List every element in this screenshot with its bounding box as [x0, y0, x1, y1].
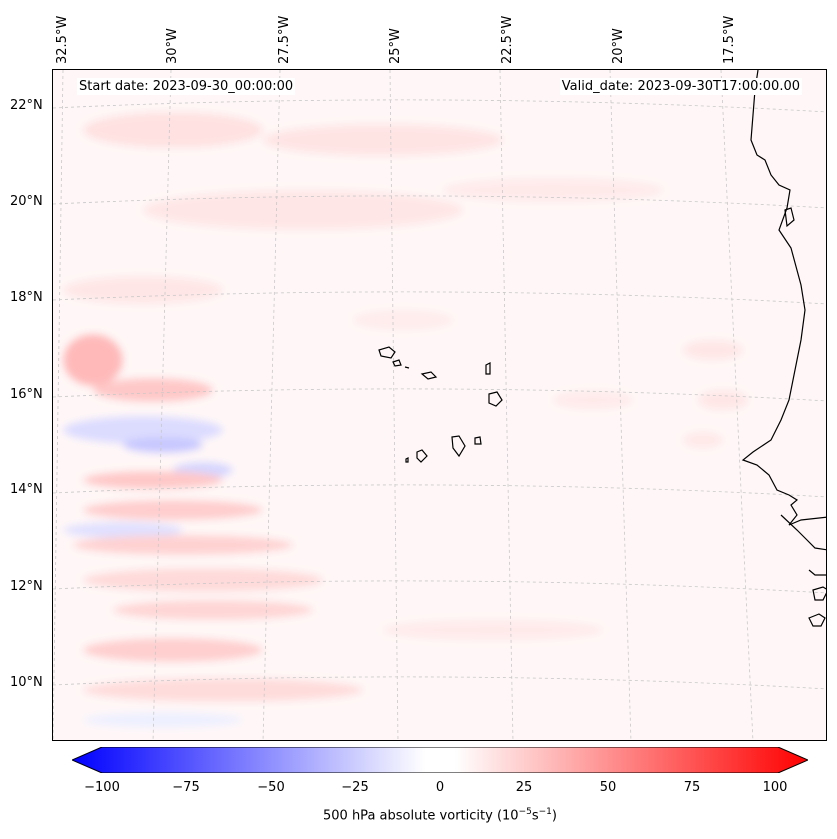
lon-label-27-5w: 27.5°W	[277, 15, 292, 64]
cbar-tick-neg100: −100	[84, 780, 120, 795]
lon-label-22-5w: 22.5°W	[500, 15, 515, 64]
colorbar	[72, 747, 808, 773]
colorbar-label: 500 hPa absolute vorticity (10−5s−1)	[323, 807, 557, 824]
lat-label-12n: 12°N	[10, 579, 43, 594]
cbar-tick-100: 100	[762, 780, 788, 795]
lat-label-10n: 10°N	[10, 675, 43, 690]
lon-label-30w: 30°W	[165, 28, 180, 64]
lat-label-22n: 22°N	[10, 98, 43, 113]
cbar-tick-neg75: −75	[172, 780, 200, 795]
lat-label-20n: 20°N	[10, 194, 43, 209]
lon-label-20w: 20°W	[611, 28, 626, 64]
lat-label-14n: 14°N	[10, 482, 43, 497]
lon-label-25w: 25°W	[388, 28, 403, 64]
cbar-tick-75: 75	[683, 780, 701, 795]
vorticity-map: Start date: 2023-09-30_00:00:00 Valid_da…	[52, 69, 827, 741]
african-coastline	[741, 70, 826, 627]
lat-label-16n: 16°N	[10, 387, 43, 402]
cbar-tick-0: 0	[435, 780, 445, 795]
lon-label-32-5w: 32.5°W	[55, 15, 70, 64]
cbar-tick-neg25: −25	[341, 780, 369, 795]
cbar-tick-neg50: −50	[257, 780, 285, 795]
vorticity-field	[53, 70, 826, 740]
lon-label-17-5w: 17.5°W	[722, 15, 737, 64]
cape-verde-islands	[378, 346, 503, 463]
lat-label-18n: 18°N	[10, 290, 43, 305]
cbar-tick-25: 25	[515, 780, 533, 795]
valid-date-annotation: Valid_date: 2023-09-30T17:00:00.00	[559, 78, 802, 95]
graticule	[53, 70, 826, 740]
cbar-tick-50: 50	[599, 780, 617, 795]
start-date-annotation: Start date: 2023-09-30_00:00:00	[77, 78, 296, 95]
map-canvas	[53, 70, 826, 740]
